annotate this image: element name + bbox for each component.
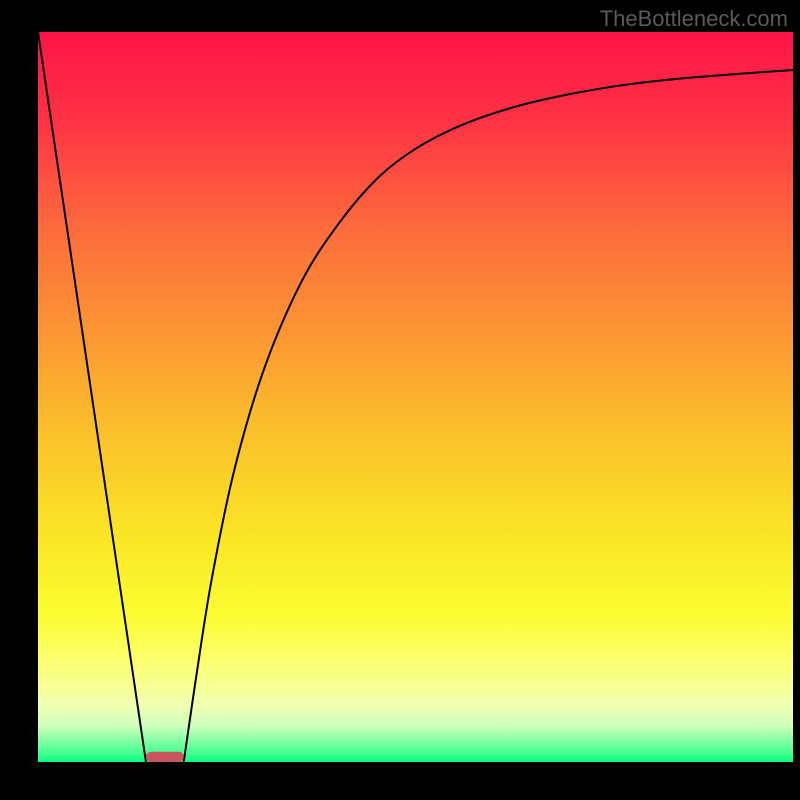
chart-container: TheBottleneck.com bbox=[0, 0, 800, 800]
bottleneck-chart bbox=[0, 0, 800, 800]
watermark-text: TheBottleneck.com bbox=[600, 6, 788, 32]
